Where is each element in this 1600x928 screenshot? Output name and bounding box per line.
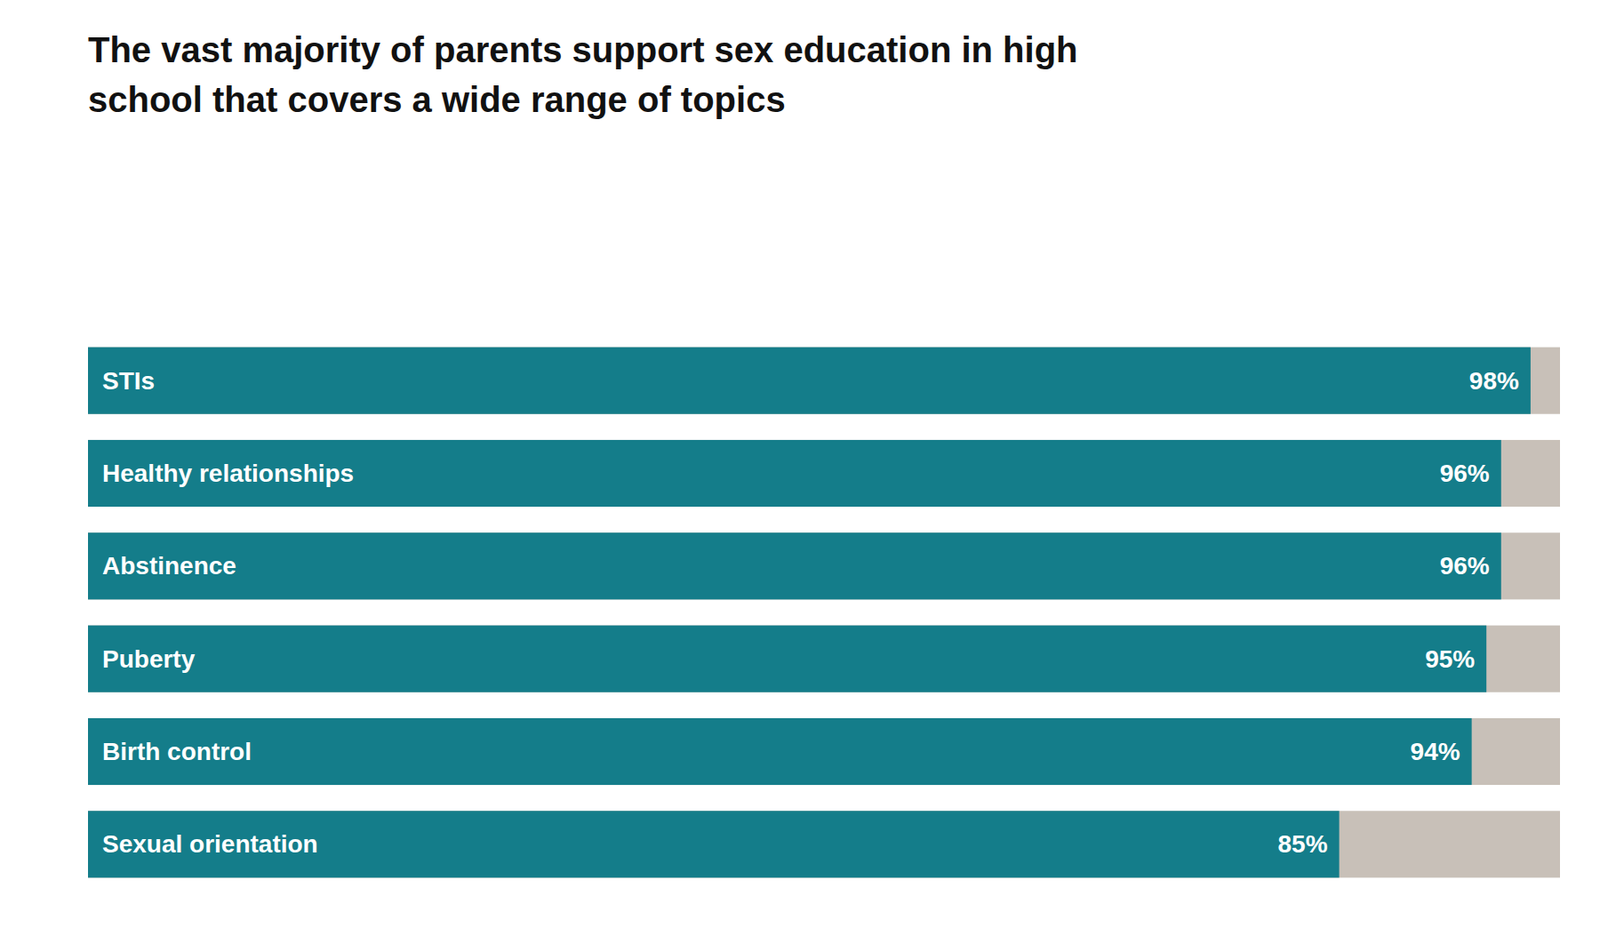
- bar: [88, 532, 1502, 600]
- title-line: school that covers a wide range of topic…: [88, 80, 786, 120]
- value-label: 85%: [1278, 830, 1328, 858]
- bar-track: [88, 347, 1560, 415]
- category-label: Birth control: [102, 737, 252, 766]
- labels: STIs 98% Healthy relationships 96% Abstinenc…: [102, 367, 1520, 859]
- bar-track: [88, 440, 1560, 507]
- value-label: 96%: [1440, 459, 1490, 488]
- bar-track: [88, 718, 1560, 785]
- bar-track: [88, 810, 1560, 878]
- title-line: The vast majority of parents support sex…: [88, 30, 1079, 70]
- bar-track: [88, 625, 1560, 693]
- bar: [88, 625, 1487, 693]
- value-label: 95%: [1424, 645, 1475, 673]
- value-label: 96%: [1440, 552, 1490, 580]
- value-label: 98%: [1469, 367, 1520, 395]
- bars: [88, 347, 1560, 879]
- bar: [88, 718, 1472, 785]
- category-label: Healthy relationships: [102, 459, 354, 488]
- bar: [88, 347, 1531, 415]
- background: [0, 0, 1600, 928]
- chart: The vast majority of parents support sex…: [0, 0, 1600, 928]
- title: The vast majority of parents support sex…: [88, 30, 1079, 120]
- bar: [88, 440, 1502, 507]
- category-label: Sexual orientation: [102, 830, 319, 858]
- value-label: 94%: [1410, 737, 1461, 766]
- category-label: Abstinence: [102, 552, 237, 580]
- bar: [88, 810, 1340, 878]
- category-label: Puberty: [102, 645, 196, 673]
- category-label: STIs: [102, 367, 155, 395]
- bar-track: [88, 532, 1560, 600]
- chart-container: The vast majority of parents support sex…: [0, 0, 1600, 928]
